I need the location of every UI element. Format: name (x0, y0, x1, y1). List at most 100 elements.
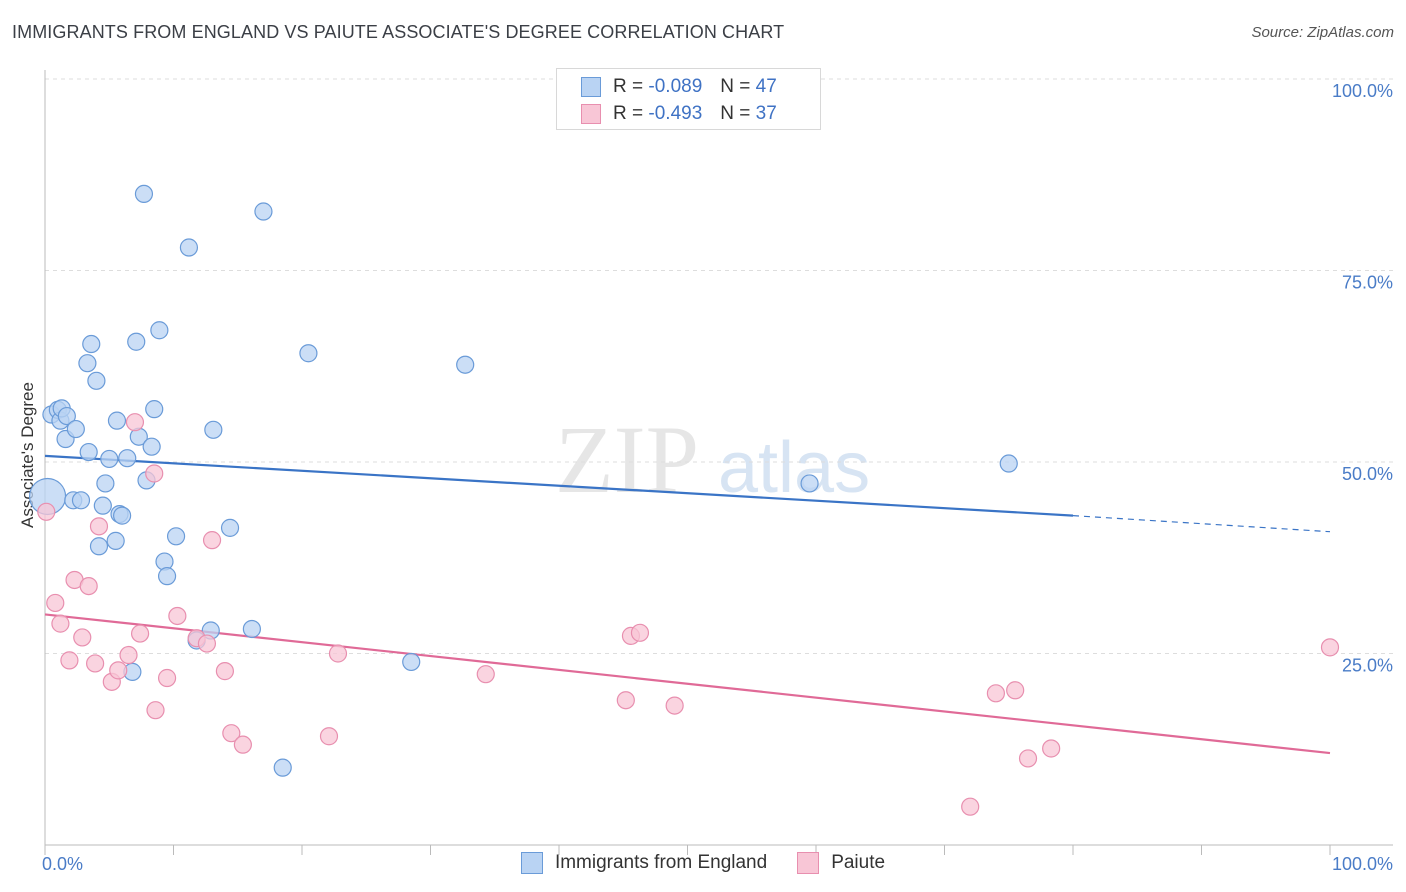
y-tick-label: 75.0% (1342, 273, 1393, 293)
point-paiute (89, 517, 109, 536)
point-england (145, 400, 164, 419)
point-paiute (961, 797, 980, 816)
point-paiute (222, 724, 241, 743)
point-england (71, 491, 91, 510)
legend-item-paiute[interactable]: Paiute (797, 852, 885, 874)
point-paiute (37, 502, 56, 521)
r-value: -0.493 (648, 103, 703, 124)
point-england (107, 411, 127, 430)
legend-item-england[interactable]: Immigrants from England (520, 852, 767, 874)
point-paiute (157, 668, 177, 688)
n-label: N = (720, 103, 751, 124)
legend-swatch-paiute (797, 852, 820, 874)
point-england (157, 567, 177, 586)
point-paiute (986, 684, 1006, 703)
gridlines (45, 78, 1393, 654)
point-england (127, 332, 146, 351)
point-england (82, 334, 101, 354)
point-paiute (328, 644, 348, 663)
trend-line-extension-england (1072, 515, 1331, 533)
x-tick-label: 0.0% (42, 854, 83, 874)
legend-swatch-england (520, 852, 543, 874)
point-england (204, 420, 223, 439)
point-england (112, 506, 132, 525)
y-tick-label: 25.0% (1342, 656, 1393, 676)
point-paiute (79, 576, 98, 596)
point-england (456, 355, 475, 374)
point-paiute (168, 606, 187, 626)
tick-labels: 25.0% 50.0% 75.0% 100.0% 0.0% 100.0% (42, 81, 1393, 874)
watermark-atlas: atlas (718, 428, 870, 508)
chart-title: IMMIGRANTS FROM ENGLAND VS PAIUTE ASSOCI… (12, 22, 785, 42)
point-england (134, 184, 154, 203)
point-england (166, 527, 186, 546)
point-england (78, 354, 97, 373)
n-value: 47 (755, 76, 777, 97)
legend-label-paiute: Paiute (831, 852, 886, 873)
point-paiute (119, 645, 138, 665)
n-value: 37 (755, 103, 777, 124)
point-paiute (215, 662, 234, 681)
point-paiute (319, 727, 339, 746)
point-england (66, 419, 85, 439)
point-paiute (86, 654, 105, 673)
point-paiute (665, 696, 684, 715)
england-swatch (581, 77, 601, 97)
point-paiute (630, 623, 650, 642)
y-tick-label: 50.0% (1342, 464, 1393, 484)
point-england (242, 619, 261, 639)
point-paiute (197, 634, 217, 653)
point-paiute (146, 701, 165, 720)
r-label: R = (613, 76, 644, 97)
point-england (150, 321, 169, 340)
stats-box: R = -0.089 N = 47 R = -0.493 N = 37 (556, 68, 821, 130)
point-paiute (109, 661, 128, 680)
r-label: R = (613, 103, 644, 124)
point-england (999, 454, 1018, 473)
n-label: N = (720, 76, 751, 97)
point-paiute (1042, 739, 1061, 758)
legend: Immigrants from England Paiute (0, 852, 1406, 874)
point-paiute (145, 464, 164, 483)
point-england (79, 442, 98, 462)
y-tick-label: 100.0% (1332, 81, 1393, 101)
trend-lines (44, 454, 1331, 755)
point-paiute (1018, 749, 1038, 768)
point-england (299, 344, 318, 363)
point-paiute (46, 593, 65, 613)
point-england (87, 371, 106, 390)
point-paiute (60, 651, 79, 670)
point-england (93, 496, 112, 515)
point-england (402, 652, 421, 672)
x-tick-label: 100.0% (1332, 854, 1393, 874)
stats-row-england: R = -0.089 N = 47 (581, 74, 777, 100)
point-paiute (130, 624, 150, 643)
point-england (254, 202, 273, 221)
watermark-zip: ZIP (555, 406, 699, 513)
point-england (800, 474, 819, 493)
point-england (100, 449, 119, 469)
data-points (28, 184, 1340, 816)
point-england (179, 238, 199, 257)
point-paiute (202, 531, 222, 550)
trend-line-paiute (44, 613, 1331, 755)
point-england (96, 474, 115, 493)
r-value: -0.089 (648, 76, 703, 97)
point-paiute (51, 614, 70, 633)
point-paiute (616, 691, 635, 710)
point-paiute (125, 413, 145, 432)
point-paiute (1320, 638, 1340, 657)
point-england (118, 449, 137, 468)
stats-row-paiute: R = -0.493 N = 37 (581, 101, 777, 127)
paiute-swatch (581, 104, 601, 124)
axes (44, 70, 1393, 855)
point-paiute (1006, 681, 1025, 700)
point-paiute (233, 735, 252, 754)
source-label: Source: ZipAtlas.com (1251, 24, 1394, 41)
point-paiute (73, 628, 92, 647)
point-england (106, 531, 125, 550)
point-paiute (476, 665, 495, 684)
trend-line-england (44, 454, 1074, 517)
watermark: ZIP atlas (555, 406, 870, 513)
